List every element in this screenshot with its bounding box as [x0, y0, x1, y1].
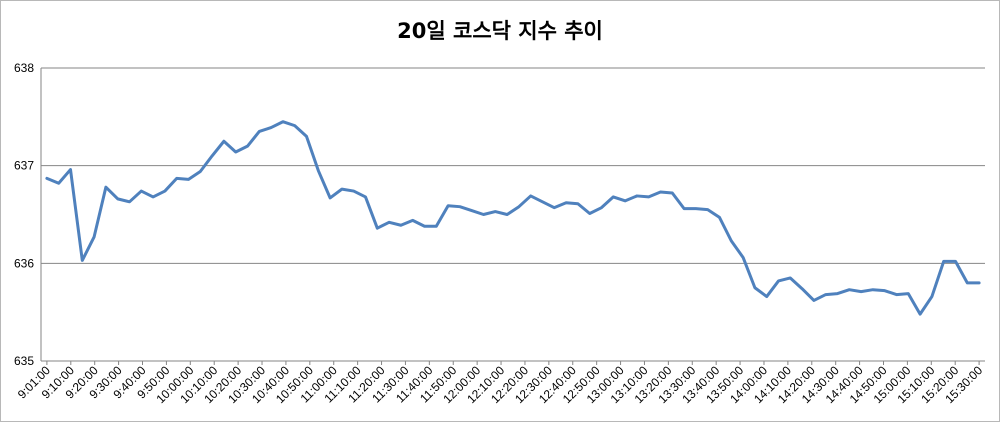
data-point: [589, 212, 591, 214]
data-point: [353, 190, 355, 192]
data-point: [459, 205, 461, 207]
data-point: [58, 182, 60, 184]
data-point: [813, 299, 815, 301]
data-point: [69, 168, 71, 170]
data-point: [46, 177, 48, 179]
data-point: [884, 289, 886, 291]
data-point: [730, 240, 732, 242]
y-tick-label: 635: [14, 354, 34, 368]
data-point: [105, 186, 107, 188]
data-point: [565, 202, 567, 204]
data-point: [636, 195, 638, 197]
data-point: [494, 210, 496, 212]
data-point: [471, 209, 473, 211]
data-point: [235, 151, 237, 153]
data-point: [364, 196, 366, 198]
data-point: [117, 198, 119, 200]
data-point: [282, 121, 284, 123]
data-point: [612, 196, 614, 198]
data-point: [754, 287, 756, 289]
data-point: [825, 293, 827, 295]
data-point: [695, 207, 697, 209]
data-point: [860, 290, 862, 292]
series-layer: [45, 120, 981, 316]
data-point: [187, 178, 189, 180]
data-point: [376, 227, 378, 229]
data-point: [872, 289, 874, 291]
data-point: [577, 203, 579, 205]
data-point: [412, 219, 414, 221]
x-axis-ticks: 9:01:009:10:009:20:009:30:009:40:009:50:…: [15, 361, 985, 406]
data-point: [541, 201, 543, 203]
data-point: [270, 126, 272, 128]
data-point: [400, 224, 402, 226]
data-point: [341, 188, 343, 190]
data-point: [954, 260, 956, 262]
data-point: [624, 200, 626, 202]
data-point: [128, 201, 130, 203]
data-point: [199, 170, 201, 172]
data-point: [294, 124, 296, 126]
data-point: [140, 190, 142, 192]
data-point: [81, 259, 83, 261]
data-point: [164, 190, 166, 192]
data-point: [742, 256, 744, 258]
data-point: [447, 205, 449, 207]
data-point: [317, 169, 319, 171]
data-point: [388, 221, 390, 223]
data-point: [718, 216, 720, 218]
data-point: [93, 236, 95, 238]
data-point: [801, 288, 803, 290]
data-point: [482, 213, 484, 215]
data-point: [907, 292, 909, 294]
data-point: [943, 260, 945, 262]
data-point: [848, 289, 850, 291]
gridlines: [41, 67, 985, 264]
data-point: [966, 282, 968, 284]
data-point: [931, 295, 933, 297]
y-axis-ticks: 635 636 637 638: [14, 61, 34, 368]
data-point: [553, 206, 555, 208]
data-point: [506, 213, 508, 215]
data-point: [423, 225, 425, 227]
data-point: [246, 145, 248, 147]
data-point: [435, 225, 437, 227]
axes: [40, 68, 985, 362]
y-tick-label: 637: [14, 159, 34, 173]
data-point: [777, 280, 779, 282]
chart-title: 20일 코스닥 지수 추이: [397, 19, 603, 43]
data-point: [789, 277, 791, 279]
data-point: [530, 195, 532, 197]
data-point: [152, 196, 154, 198]
data-point: [895, 293, 897, 295]
data-point: [211, 155, 213, 157]
data-point: [659, 191, 661, 193]
data-point: [836, 292, 838, 294]
y-tick-label: 638: [14, 61, 34, 75]
data-point: [707, 208, 709, 210]
series-line: [45, 120, 981, 316]
data-point: [258, 130, 260, 132]
data-point: [919, 313, 921, 315]
y-tick-label: 636: [14, 256, 34, 270]
data-point: [978, 282, 980, 284]
data-point: [648, 196, 650, 198]
data-point: [329, 197, 331, 199]
data-point: [305, 135, 307, 137]
data-point: [671, 192, 673, 194]
data-point: [683, 207, 685, 209]
data-point: [600, 206, 602, 208]
data-point: [518, 205, 520, 207]
data-point: [176, 177, 178, 179]
data-point: [766, 295, 768, 297]
data-point: [223, 140, 225, 142]
